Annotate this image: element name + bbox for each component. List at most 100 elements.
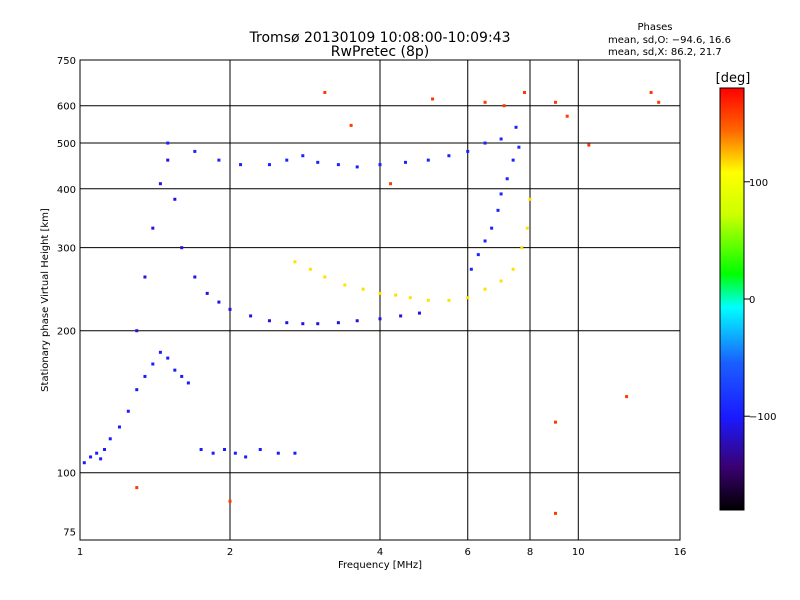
echo-point bbox=[301, 154, 305, 158]
y-axis-ticks: 75 100 200 300 400 500 600 750 bbox=[57, 56, 76, 539]
echo-point bbox=[389, 182, 393, 186]
colorbar-tick-label: 0 bbox=[749, 295, 755, 306]
echo-point bbox=[483, 239, 487, 243]
echo-point bbox=[499, 192, 503, 196]
colorbar-ticks: 100 0 −100 bbox=[744, 178, 776, 423]
echo-point bbox=[378, 291, 382, 295]
echo-point bbox=[135, 329, 139, 333]
echo-point bbox=[499, 137, 503, 141]
echo-point bbox=[343, 283, 347, 287]
echo-point bbox=[496, 208, 500, 212]
echo-point bbox=[349, 123, 353, 127]
echo-point bbox=[528, 197, 532, 201]
echo-point bbox=[158, 350, 162, 354]
echo-point bbox=[355, 319, 359, 323]
echo-points bbox=[82, 90, 661, 515]
echo-point bbox=[228, 307, 232, 311]
echo-point bbox=[514, 125, 518, 129]
echo-point bbox=[276, 451, 280, 455]
echo-point bbox=[199, 447, 203, 451]
echo-point bbox=[520, 246, 524, 250]
x-tick-label: 6 bbox=[465, 547, 471, 558]
echo-point bbox=[426, 298, 430, 302]
echo-point bbox=[158, 182, 162, 186]
echo-point bbox=[466, 149, 470, 153]
y-tick-label: 100 bbox=[57, 469, 76, 480]
echo-point bbox=[285, 321, 289, 325]
echo-point bbox=[211, 451, 215, 455]
echo-point bbox=[173, 197, 177, 201]
echo-point bbox=[308, 267, 312, 271]
echo-point bbox=[587, 143, 591, 147]
echo-point bbox=[490, 226, 494, 230]
echo-point bbox=[361, 287, 365, 291]
echo-point bbox=[117, 425, 121, 429]
phases-o-line: mean, sd,O: −94.6, 16.6 bbox=[608, 35, 731, 46]
echo-point bbox=[166, 141, 170, 145]
y-tick-label: 200 bbox=[57, 327, 76, 338]
echo-point bbox=[625, 395, 629, 399]
y-tick-label: 600 bbox=[57, 102, 76, 113]
colorbar-tick-label: 100 bbox=[749, 178, 768, 189]
echo-point bbox=[523, 90, 527, 94]
echo-point bbox=[323, 90, 327, 94]
echo-point bbox=[483, 287, 487, 291]
echo-point bbox=[403, 160, 407, 164]
echo-point bbox=[249, 314, 253, 318]
echo-point bbox=[408, 296, 412, 300]
colorbar-tick-label: −100 bbox=[749, 412, 776, 423]
echo-point bbox=[82, 461, 86, 465]
x-axis-ticks: 1 2 4 6 8 10 16 bbox=[77, 547, 687, 558]
echo-point bbox=[186, 381, 190, 385]
echo-point bbox=[553, 511, 557, 515]
echo-point bbox=[378, 163, 382, 167]
echo-point bbox=[553, 100, 557, 104]
echo-point bbox=[301, 322, 305, 326]
colorbar bbox=[719, 87, 745, 511]
echo-point bbox=[336, 321, 340, 325]
echo-point bbox=[267, 319, 271, 323]
echo-point bbox=[316, 160, 320, 164]
echo-point bbox=[267, 163, 271, 167]
echo-point bbox=[323, 275, 327, 279]
echo-point bbox=[285, 158, 289, 162]
echo-point bbox=[103, 447, 107, 451]
echo-point bbox=[108, 437, 112, 441]
phases-title: Phases bbox=[637, 22, 672, 33]
echo-point bbox=[355, 165, 359, 169]
echo-point bbox=[649, 90, 653, 94]
echo-point bbox=[316, 322, 320, 326]
echo-point bbox=[511, 267, 515, 271]
y-tick-label: 300 bbox=[57, 244, 76, 255]
echo-point bbox=[205, 291, 209, 295]
chart-subtitle: RwPretec (8p) bbox=[331, 44, 429, 60]
echo-point bbox=[394, 293, 398, 297]
echo-point bbox=[525, 226, 529, 230]
echo-point bbox=[483, 100, 487, 104]
echo-point bbox=[143, 374, 147, 378]
echo-point bbox=[217, 300, 221, 304]
echo-point bbox=[499, 279, 503, 283]
phases-x-line: mean, sd,X: 86.2, 21.7 bbox=[608, 47, 722, 58]
x-tick-label: 1 bbox=[77, 547, 83, 558]
echo-point bbox=[166, 356, 170, 360]
grid-lines bbox=[80, 60, 680, 540]
echo-point bbox=[223, 447, 227, 451]
echo-point bbox=[228, 499, 232, 503]
x-tick-label: 8 bbox=[527, 547, 533, 558]
y-tick-label: 750 bbox=[57, 56, 76, 67]
x-tick-label: 4 bbox=[377, 547, 383, 558]
echo-point bbox=[143, 275, 147, 279]
x-tick-label: 2 bbox=[227, 547, 233, 558]
echo-point bbox=[399, 314, 403, 318]
x-axis-label: Frequency [MHz] bbox=[338, 560, 422, 571]
echo-point bbox=[239, 163, 243, 167]
echo-point bbox=[517, 145, 521, 149]
echo-point bbox=[99, 457, 103, 461]
echo-point bbox=[233, 451, 237, 455]
x-tick-label: 10 bbox=[572, 547, 585, 558]
echo-point bbox=[151, 226, 155, 230]
echo-point bbox=[553, 420, 557, 424]
chart-title: Tromsø 20130109 10:08:00-10:09:43 bbox=[249, 30, 511, 46]
echo-point bbox=[293, 260, 297, 264]
